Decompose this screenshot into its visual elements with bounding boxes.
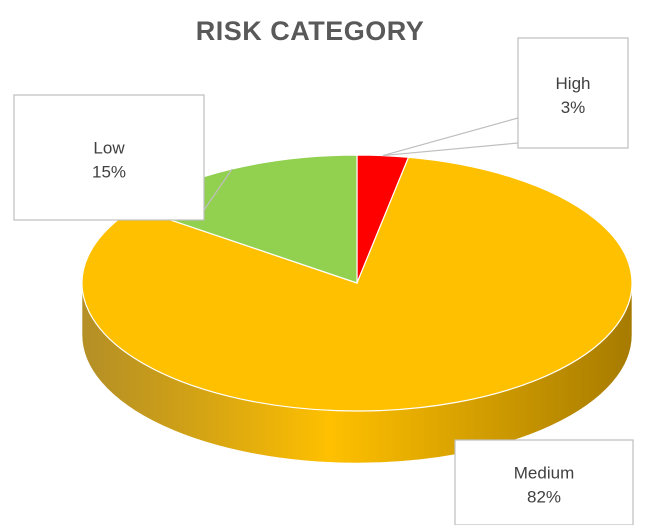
callout-box-medium: [454, 439, 634, 526]
callout-box-high: [517, 37, 629, 149]
callout-layer: High 3% Medium 82% Low 15%: [13, 37, 634, 526]
callout-leader-high: [382, 117, 519, 157]
callout-box-low: [13, 94, 205, 221]
pie-slice-medium: [81, 156, 633, 412]
data-label-name-medium: Medium: [514, 464, 574, 483]
data-label-value-high: 3%: [561, 98, 586, 117]
callout-leader-low: [203, 168, 233, 211]
data-label-name-high: High: [556, 74, 591, 93]
data-label-name-low: Low: [93, 139, 125, 158]
chart-title: RISK CATEGORY: [196, 16, 425, 46]
data-label-value-low: 15%: [92, 163, 126, 182]
data-label-value-medium: 82%: [527, 488, 561, 507]
